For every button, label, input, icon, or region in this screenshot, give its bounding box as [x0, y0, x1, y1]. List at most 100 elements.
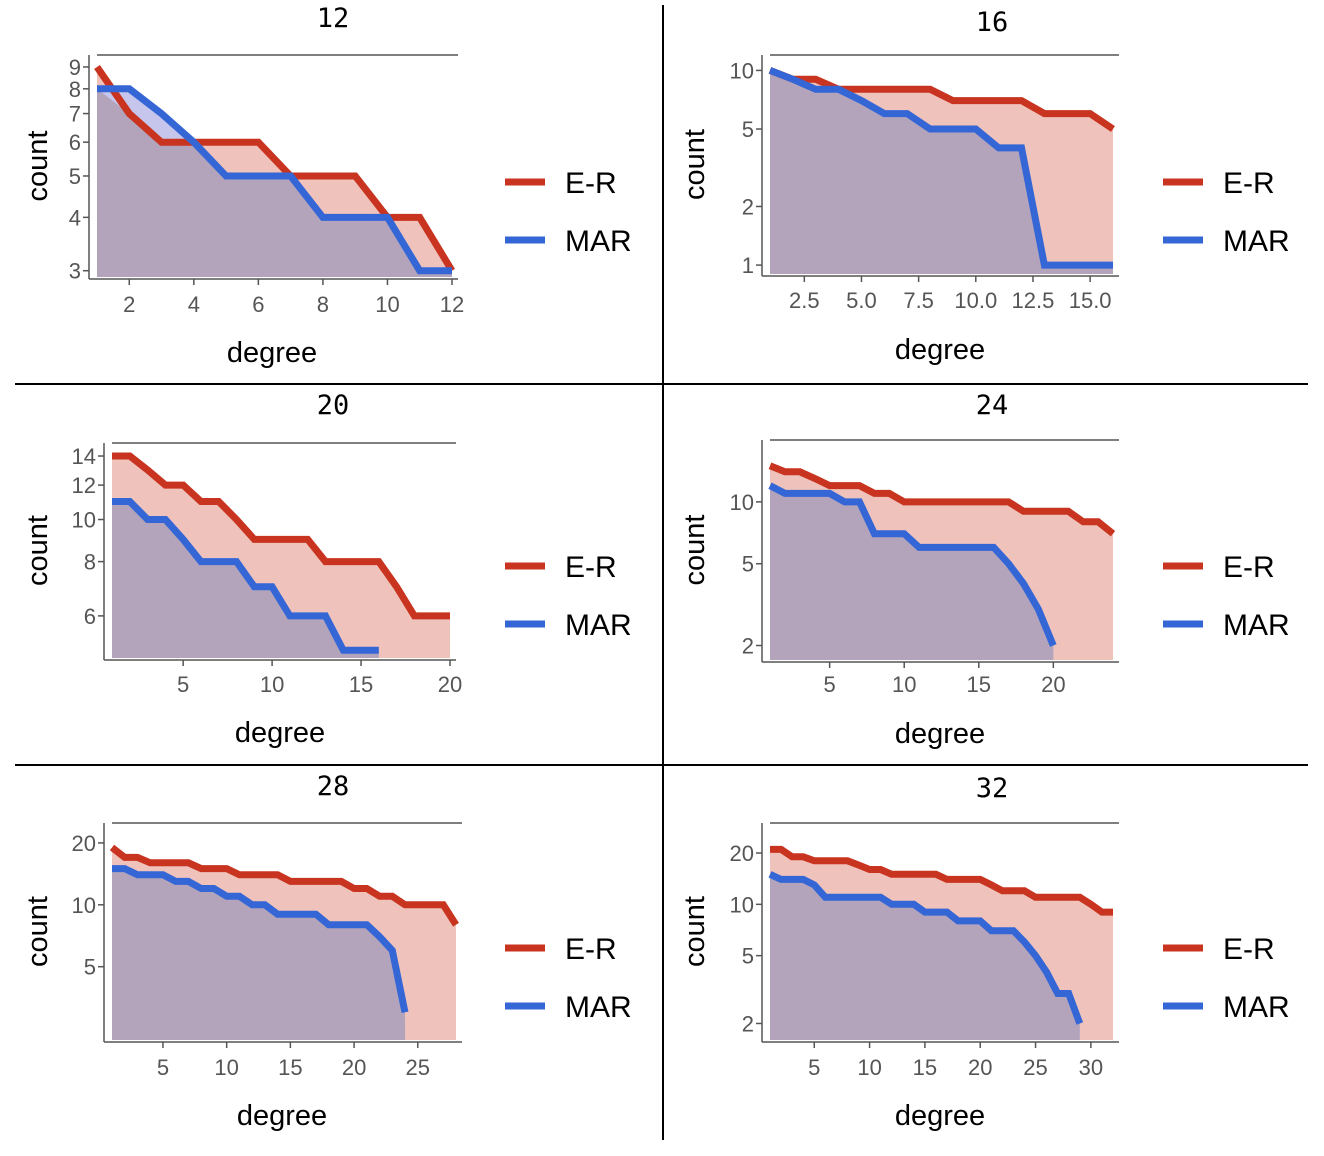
y-tick-label: 1 — [742, 253, 754, 278]
legend-label: E-R — [565, 551, 617, 584]
y-tick-label: 10 — [72, 893, 96, 918]
y-tick-label: 8 — [69, 77, 81, 102]
x-axis-label: degree — [895, 1100, 985, 1132]
y-tick-label: 7 — [69, 102, 81, 127]
x-tick-label: 15 — [913, 1055, 937, 1080]
mar-series-line — [97, 85, 452, 275]
legend: E-R MAR — [1163, 167, 1290, 258]
x-axis-label: degree — [895, 718, 985, 750]
x-tick-label: 25 — [406, 1055, 430, 1080]
chart-title: 16 — [976, 7, 1009, 38]
er-series-line — [768, 67, 1115, 132]
x-tick-label: 30 — [1079, 1055, 1103, 1080]
er-series-line — [112, 452, 450, 620]
mar-series-line — [768, 67, 1113, 269]
chart-title: 12 — [317, 3, 350, 34]
x-tick-label: 4 — [188, 292, 200, 317]
chart-panel-20: 5 10 15 20 6 8 10 12 14 20 degree count E-R MAR — [22, 390, 632, 749]
x-tick-label: 10 — [857, 1055, 881, 1080]
chart-title: 20 — [317, 390, 350, 421]
legend: E-R MAR — [505, 167, 632, 258]
y-tick-label: 2 — [742, 194, 754, 219]
legend-label: E-R — [565, 933, 617, 966]
x-tick-label: 5 — [808, 1055, 820, 1080]
y-tick-label: 5 — [69, 164, 81, 189]
y-tick-label: 14 — [72, 444, 96, 469]
y-tick-label: 10 — [730, 892, 754, 917]
y-axis-label: count — [679, 129, 711, 200]
overlap-area — [770, 485, 1054, 660]
x-tick-label: 10 — [214, 1055, 238, 1080]
y-tick-label: 20 — [72, 831, 96, 856]
overlap-area — [770, 70, 1113, 275]
x-tick-label: 20 — [342, 1055, 366, 1080]
y-axis-label: count — [22, 896, 54, 967]
legend: E-R MAR — [1163, 933, 1290, 1024]
x-tick-label: 20 — [968, 1055, 992, 1080]
x-axis-label: degree — [895, 334, 985, 366]
x-tick-label: 6 — [252, 292, 264, 317]
er-series-line — [94, 65, 455, 273]
legend-label: MAR — [565, 609, 632, 642]
x-tick-label: 12.5 — [1012, 288, 1055, 313]
x-tick-label: 5 — [157, 1055, 169, 1080]
x-tick-label: 12 — [440, 292, 464, 317]
y-tick-label: 5 — [84, 955, 96, 980]
legend-label: MAR — [1223, 991, 1290, 1024]
y-axis-label: count — [22, 515, 54, 586]
legend-label: E-R — [1223, 551, 1275, 584]
y-axis-label: count — [679, 896, 711, 967]
legend-label: MAR — [1223, 225, 1290, 258]
y-tick-label: 5 — [742, 944, 754, 969]
x-tick-label: 5.0 — [846, 288, 877, 313]
legend-label: MAR — [565, 225, 632, 258]
y-tick-label: 10 — [730, 490, 754, 515]
mar-series-line — [112, 865, 409, 1014]
y-tick-label: 5 — [742, 117, 754, 142]
mar-series-line — [768, 482, 1057, 647]
x-tick-label: 10 — [892, 672, 916, 697]
x-tick-label: 2 — [123, 292, 135, 317]
legend: E-R MAR — [1163, 551, 1290, 642]
er-series-line — [109, 844, 459, 927]
overlap-area — [112, 868, 406, 1040]
x-tick-label: 15 — [278, 1055, 302, 1080]
y-tick-label: 20 — [730, 841, 754, 866]
legend-label: MAR — [1223, 609, 1290, 642]
x-tick-label: 20 — [1041, 672, 1065, 697]
legend-label: E-R — [1223, 167, 1275, 200]
x-tick-label: 25 — [1023, 1055, 1047, 1080]
x-tick-label: 5 — [177, 672, 189, 697]
x-tick-label: 15 — [349, 672, 373, 697]
y-tick-label: 6 — [69, 130, 81, 155]
chart-panel-16: 2.5 5.0 7.5 10.0 12.5 15.0 1 2 5 10 16 degree count E… — [679, 7, 1290, 366]
mar-series-line — [112, 498, 379, 654]
x-tick-label: 5 — [824, 672, 836, 697]
legend-label: E-R — [565, 167, 617, 200]
chart-panel-28: 5 10 15 20 25 5 10 20 28 degree count E-R MAR — [22, 771, 632, 1132]
x-tick-label: 10 — [375, 292, 399, 317]
x-tick-label: 8 — [317, 292, 329, 317]
y-tick-label: 5 — [742, 552, 754, 577]
legend-label: MAR — [565, 991, 632, 1024]
overlap-area — [770, 874, 1080, 1040]
x-tick-label: 20 — [438, 672, 462, 697]
y-axis-label: count — [22, 131, 54, 202]
y-tick-label: 10 — [72, 508, 96, 533]
y-tick-label: 4 — [69, 205, 81, 230]
mar-series-line — [768, 871, 1084, 1025]
er-series-line — [768, 462, 1116, 537]
y-tick-label: 2 — [742, 633, 754, 658]
x-tick-label: 7.5 — [903, 288, 934, 313]
y-tick-label: 8 — [84, 550, 96, 575]
chart-title: 32 — [976, 773, 1009, 804]
x-tick-label: 15.0 — [1069, 288, 1112, 313]
legend: E-R MAR — [505, 551, 632, 642]
y-tick-label: 3 — [69, 259, 81, 284]
x-tick-label: 10 — [260, 672, 284, 697]
y-tick-label: 2 — [742, 1011, 754, 1036]
chart-title: 28 — [317, 771, 350, 802]
